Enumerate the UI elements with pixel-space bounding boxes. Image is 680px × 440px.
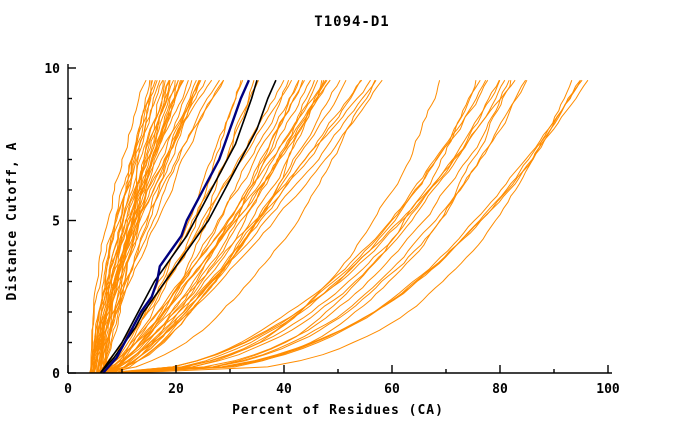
model-curve-right-elbow <box>110 79 506 374</box>
x-tick-label: 40 <box>276 382 292 397</box>
model-curve-far-right <box>126 80 573 374</box>
model-curve-steep-left <box>101 79 171 374</box>
model-curve-middle <box>110 79 371 374</box>
x-tick-label: 0 <box>64 382 72 397</box>
model-curve-middle <box>95 79 293 374</box>
model-curve-right-elbow <box>105 79 510 374</box>
model-curve-middle <box>100 79 383 374</box>
y-tick-label: 5 <box>52 215 60 230</box>
model-curve-steep-left <box>93 79 202 374</box>
model-curve-middle <box>115 79 347 374</box>
x-tick-label: 60 <box>384 382 400 397</box>
model-curve-steep-left <box>91 80 151 374</box>
model-curve-steep-left <box>92 80 158 374</box>
model-curve-right-elbow <box>104 79 489 374</box>
model-curve-steep-left <box>89 79 220 374</box>
model-curve-middle <box>105 79 328 374</box>
model-curve-right-elbow <box>110 79 516 374</box>
model-curve-steep-left <box>91 80 170 374</box>
model-curve-middle <box>104 79 312 374</box>
model-curve-middle <box>99 79 331 374</box>
tick-labels-layer: 0 20 40 60 80 100 0 5 10 <box>44 62 620 397</box>
chart-title: T1094-D1 <box>314 14 389 30</box>
model-curve-middle <box>94 79 362 374</box>
model-curve-right-elbow <box>116 79 487 374</box>
model-curve-middle <box>105 80 242 374</box>
y-axis-label: Distance Cutoff, A <box>5 142 20 301</box>
x-tick-label: 100 <box>596 382 620 397</box>
model-curve-middle <box>109 79 305 374</box>
black-model-1-curve <box>99 79 258 374</box>
model-curve-right-elbow <box>115 79 500 374</box>
model-curve-steep-left <box>102 80 152 374</box>
model-curve-right-elbow <box>106 79 481 374</box>
model-curve-middle <box>97 80 255 374</box>
model-curve-far-right <box>122 79 581 374</box>
model-curve-middle <box>110 80 244 374</box>
model-curve-steep-left <box>92 79 175 374</box>
model-curve-middle <box>95 80 290 374</box>
model-curve-middle <box>106 79 363 374</box>
y-tick-label: 10 <box>44 62 60 77</box>
model-curve-middle <box>102 80 325 374</box>
x-axis-label: Percent of Residues (CA) <box>232 403 444 418</box>
model-curve-right-elbow <box>106 80 441 374</box>
model-curve-right-elbow <box>115 80 501 374</box>
x-tick-label: 80 <box>492 382 508 397</box>
model-curve-steep-left <box>94 79 197 374</box>
model-curve-right-elbow <box>112 80 512 374</box>
model-curve-middle <box>103 79 285 374</box>
x-tick-label: 20 <box>168 382 184 397</box>
axes-layer <box>67 64 612 374</box>
blue-model-curve <box>102 79 250 374</box>
y-tick-label: 0 <box>52 367 60 382</box>
model-curve-steep-left <box>100 79 200 374</box>
model-curve-right-elbow <box>115 79 527 374</box>
series-layer <box>89 79 589 374</box>
model-curve-right-elbow <box>111 80 477 374</box>
model-curve-steep-left <box>101 80 166 374</box>
model-curve-steep-left <box>97 80 176 374</box>
model-curve-steep-left <box>91 79 147 374</box>
model-curve-right-elbow <box>104 79 528 374</box>
black-model-2-curve <box>99 79 277 374</box>
model-curve-steep-left <box>100 79 201 374</box>
